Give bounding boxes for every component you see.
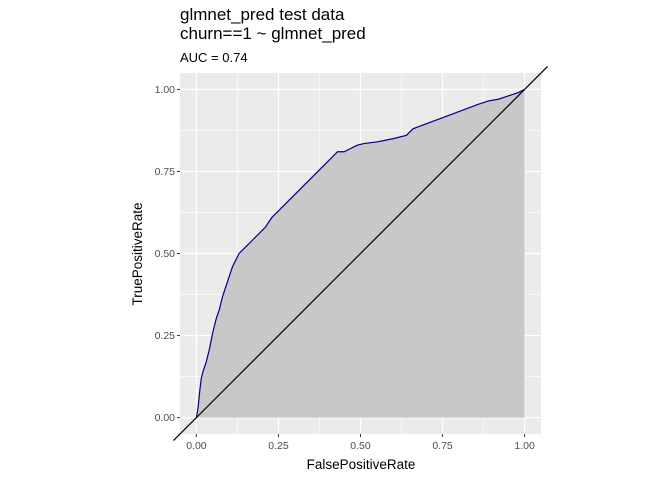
y-tick-label-4: 1.00 [155, 84, 176, 96]
x-tick-label-4: 1.00 [514, 440, 535, 452]
x-tick-label-1: 0.25 [268, 440, 289, 452]
y-axis-ticks: 0.00 0.25 0.50 0.75 1.00 [155, 84, 180, 424]
y-axis-title: TruePositiveRate [130, 202, 145, 305]
y-tick-label-0: 0.00 [155, 412, 176, 424]
x-axis-ticks: 0.00 0.25 0.50 0.75 1.00 [186, 434, 535, 452]
x-tick-label-0: 0.00 [186, 440, 207, 452]
diagonal-line [173, 66, 548, 441]
y-tick-label-1: 0.25 [155, 330, 176, 342]
roc-line [195, 88, 525, 418]
y-tick-label-3: 0.75 [155, 166, 176, 178]
x-tick-label-2: 0.50 [350, 440, 371, 452]
x-tick-label-3: 0.75 [432, 440, 453, 452]
x-axis-title: FalsePositiveRate [307, 457, 416, 472]
chart-title: glmnet_pred test data [180, 5, 345, 24]
chart-subtitle: AUC = 0.74 [180, 50, 248, 65]
y-tick-label-2: 0.50 [155, 248, 176, 260]
chart-title-line2: churn==1 ~ glmnet_pred [180, 24, 366, 43]
